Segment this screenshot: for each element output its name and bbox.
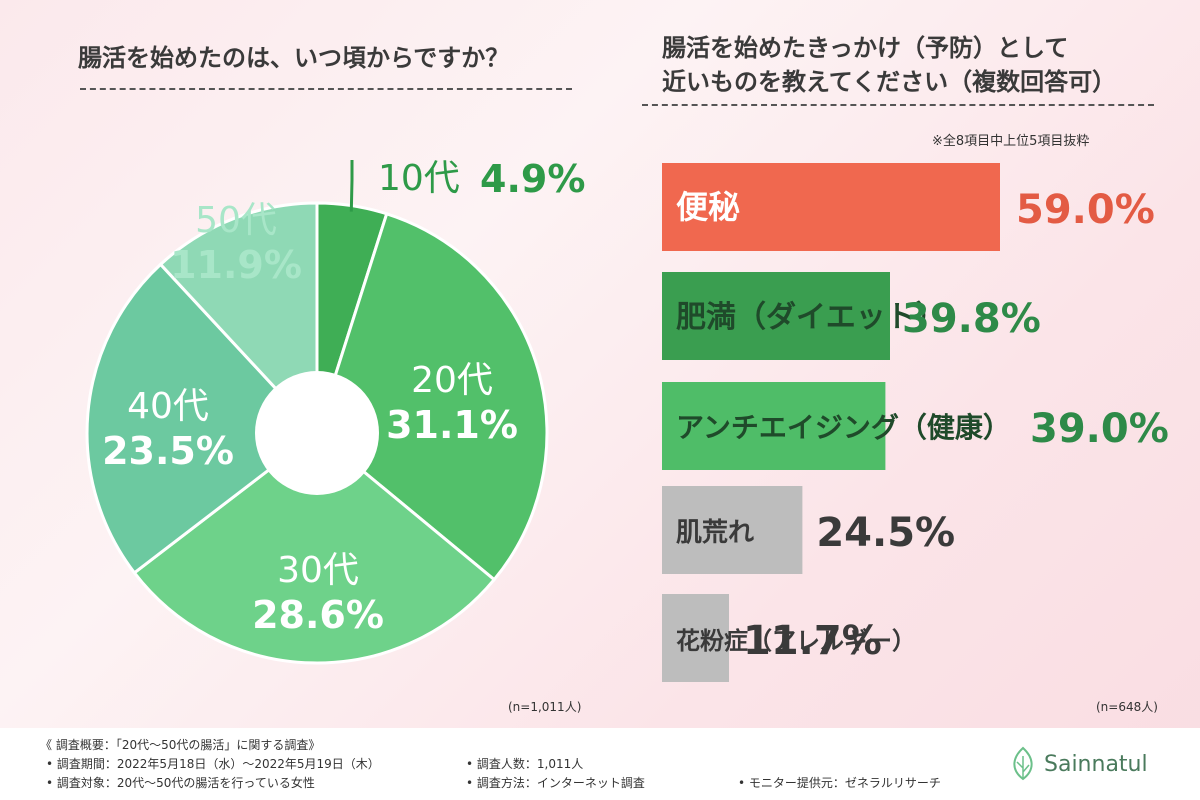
bar-1 <box>662 272 890 360</box>
label-value-50代: 11.9% <box>170 243 302 287</box>
left-title-divider <box>80 88 572 90</box>
left-title: 腸活を始めたのは、いつ頃からですか？ <box>78 44 510 72</box>
bar-label-4: 花粉症（アレルギー） <box>676 627 916 655</box>
bar-label-2: アンチエイジング（健康） <box>676 411 1011 444</box>
slice-30代 <box>132 431 497 665</box>
label-value-40代: 23.5% <box>102 429 234 473</box>
bar-label-0: 便秘 <box>676 188 740 226</box>
right-title-line1: 腸活を始めたきっかけ（予防）として <box>662 34 1069 62</box>
label-value-20代: 31.1% <box>386 403 518 447</box>
footer-overview: 《 調査概要：「20代〜50代の腸活」に関する調査》 <box>40 738 321 752</box>
footer-method: • 調査方法：インターネット調査 <box>466 776 645 790</box>
slice-20代 <box>315 211 549 582</box>
brand-logo: Sainnatul <box>1044 752 1148 777</box>
donut-hole <box>255 371 379 495</box>
footer-count: • 調査人数：1,011人 <box>466 757 584 771</box>
left-sample-size: (n=1,011人) <box>508 700 582 714</box>
label-category-40代: 40代 <box>127 386 209 427</box>
bar-label-3: 肌荒れ <box>676 518 754 548</box>
right-title-line2: 近いものを教えてください（複数回答可） <box>662 68 1117 96</box>
bar-chart: 便秘 59.0% 肥満（ダイエット）39.8% アンチエイジング（健康） 39.0% 肌荒… <box>662 163 1169 682</box>
slice-50代 <box>158 201 319 437</box>
bar-3 <box>662 486 803 574</box>
label-category-10s: 10代 <box>378 158 460 199</box>
right-sample-size: (n=648人) <box>1096 700 1158 714</box>
bar-label-1: 肥満（ダイエット） <box>676 300 946 335</box>
footer-provider: • モニター提供元：ゼネラルリサーチ <box>738 776 941 790</box>
footer-period: • 調査期間：2022年5月18日（水）〜2022年5月19日（木） <box>46 757 380 771</box>
bar-value-3: 24.5% <box>816 510 955 556</box>
leaf-logo-icon <box>1013 746 1033 781</box>
label-category-20代: 20代 <box>411 360 493 401</box>
footer-target: • 調査対象：20代〜50代の腸活を行っている女性 <box>46 776 315 790</box>
bar-value-0: 59.0% <box>1016 187 1155 233</box>
bar-value-4: 11.7% <box>743 618 882 664</box>
label-category-50代: 50代 <box>195 200 277 241</box>
bar-value-1: 39.8% <box>902 296 1041 342</box>
label-category-30代: 30代 <box>277 550 359 591</box>
footer: 《 調査概要：「20代〜50代の腸活」に関する調査》 • 調査期間：2022年5… <box>0 728 1200 800</box>
bar-value-2: 39.0% <box>1030 406 1169 452</box>
label-value-10s: 4.9% <box>480 157 585 201</box>
label-value-30代: 28.6% <box>252 593 384 637</box>
leader-line-10s <box>349 160 354 212</box>
bar-2 <box>662 382 886 470</box>
bar-4 <box>662 594 729 682</box>
bar-0 <box>662 163 1000 251</box>
slice-40代 <box>85 262 320 575</box>
right-title-divider <box>642 104 1154 106</box>
right-note: ※全8項目中上位5項目抜粋 <box>932 134 1090 149</box>
